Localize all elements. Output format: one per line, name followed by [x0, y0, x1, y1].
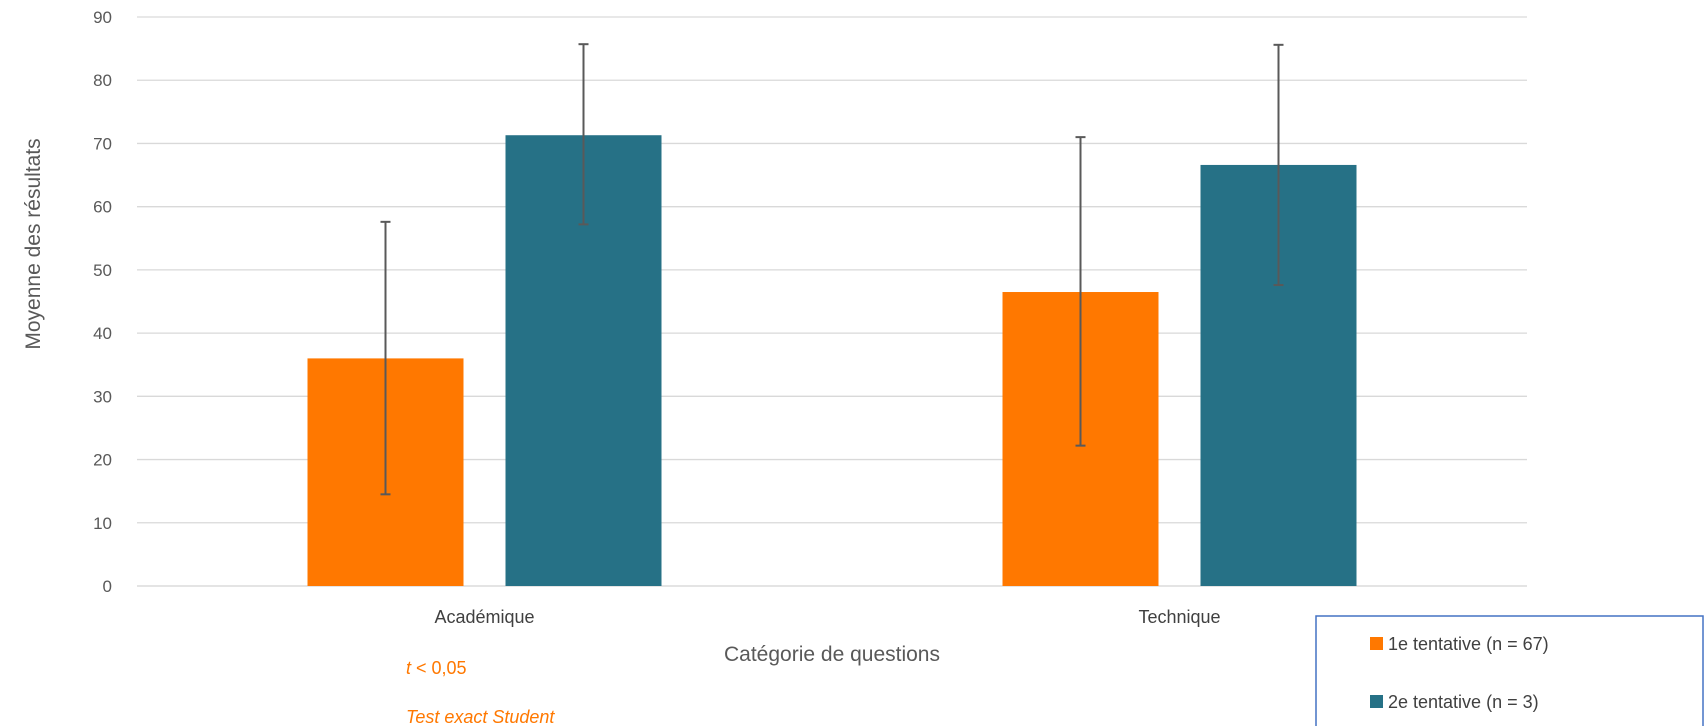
x-category-labels: Académique Technique [434, 607, 1220, 627]
y-tick-label: 20 [93, 451, 112, 470]
y-tick-labels: 0 10 20 30 40 50 60 70 80 90 [93, 8, 112, 596]
error-bar-2-1 [578, 43, 589, 226]
bars [307, 135, 1357, 586]
error-bar-1-2 [1075, 136, 1086, 447]
y-tick-label: 50 [93, 261, 112, 280]
y-tick-label: 40 [93, 324, 112, 343]
y-tick-label: 30 [93, 387, 112, 406]
legend-swatch-series-2 [1370, 695, 1383, 708]
y-tick-label: 70 [93, 134, 112, 153]
y-axis-title: Moyenne des résultats [22, 138, 45, 349]
annotation-test-name: Test exact Student [406, 707, 555, 726]
y-tick-label: 90 [93, 8, 112, 27]
y-tick-label: 10 [93, 514, 112, 533]
annotation-t-value: < 0,05 [411, 658, 467, 678]
legend-swatch-series-1 [1370, 637, 1383, 650]
y-tick-label: 80 [93, 71, 112, 90]
annotation-t-symbol: t [406, 658, 412, 678]
legend: 1e tentative (n = 67) 2e tentative (n = … [1315, 615, 1704, 726]
error-bar-2-2 [1273, 43, 1284, 287]
error-bars [380, 43, 1284, 496]
y-tick-label: 0 [103, 577, 112, 596]
legend-label-series-1: 1e tentative (n = 67) [1388, 634, 1549, 654]
x-category-label: Académique [434, 607, 534, 627]
y-tick-label: 60 [93, 198, 112, 217]
legend-label-series-2: 2e tentative (n = 3) [1388, 692, 1539, 712]
annotation-significance: t < 0,05 [406, 658, 467, 678]
x-axis-title: Catégorie de questions [724, 643, 940, 666]
x-category-label: Technique [1138, 607, 1220, 627]
error-bar-1-1 [380, 220, 391, 496]
